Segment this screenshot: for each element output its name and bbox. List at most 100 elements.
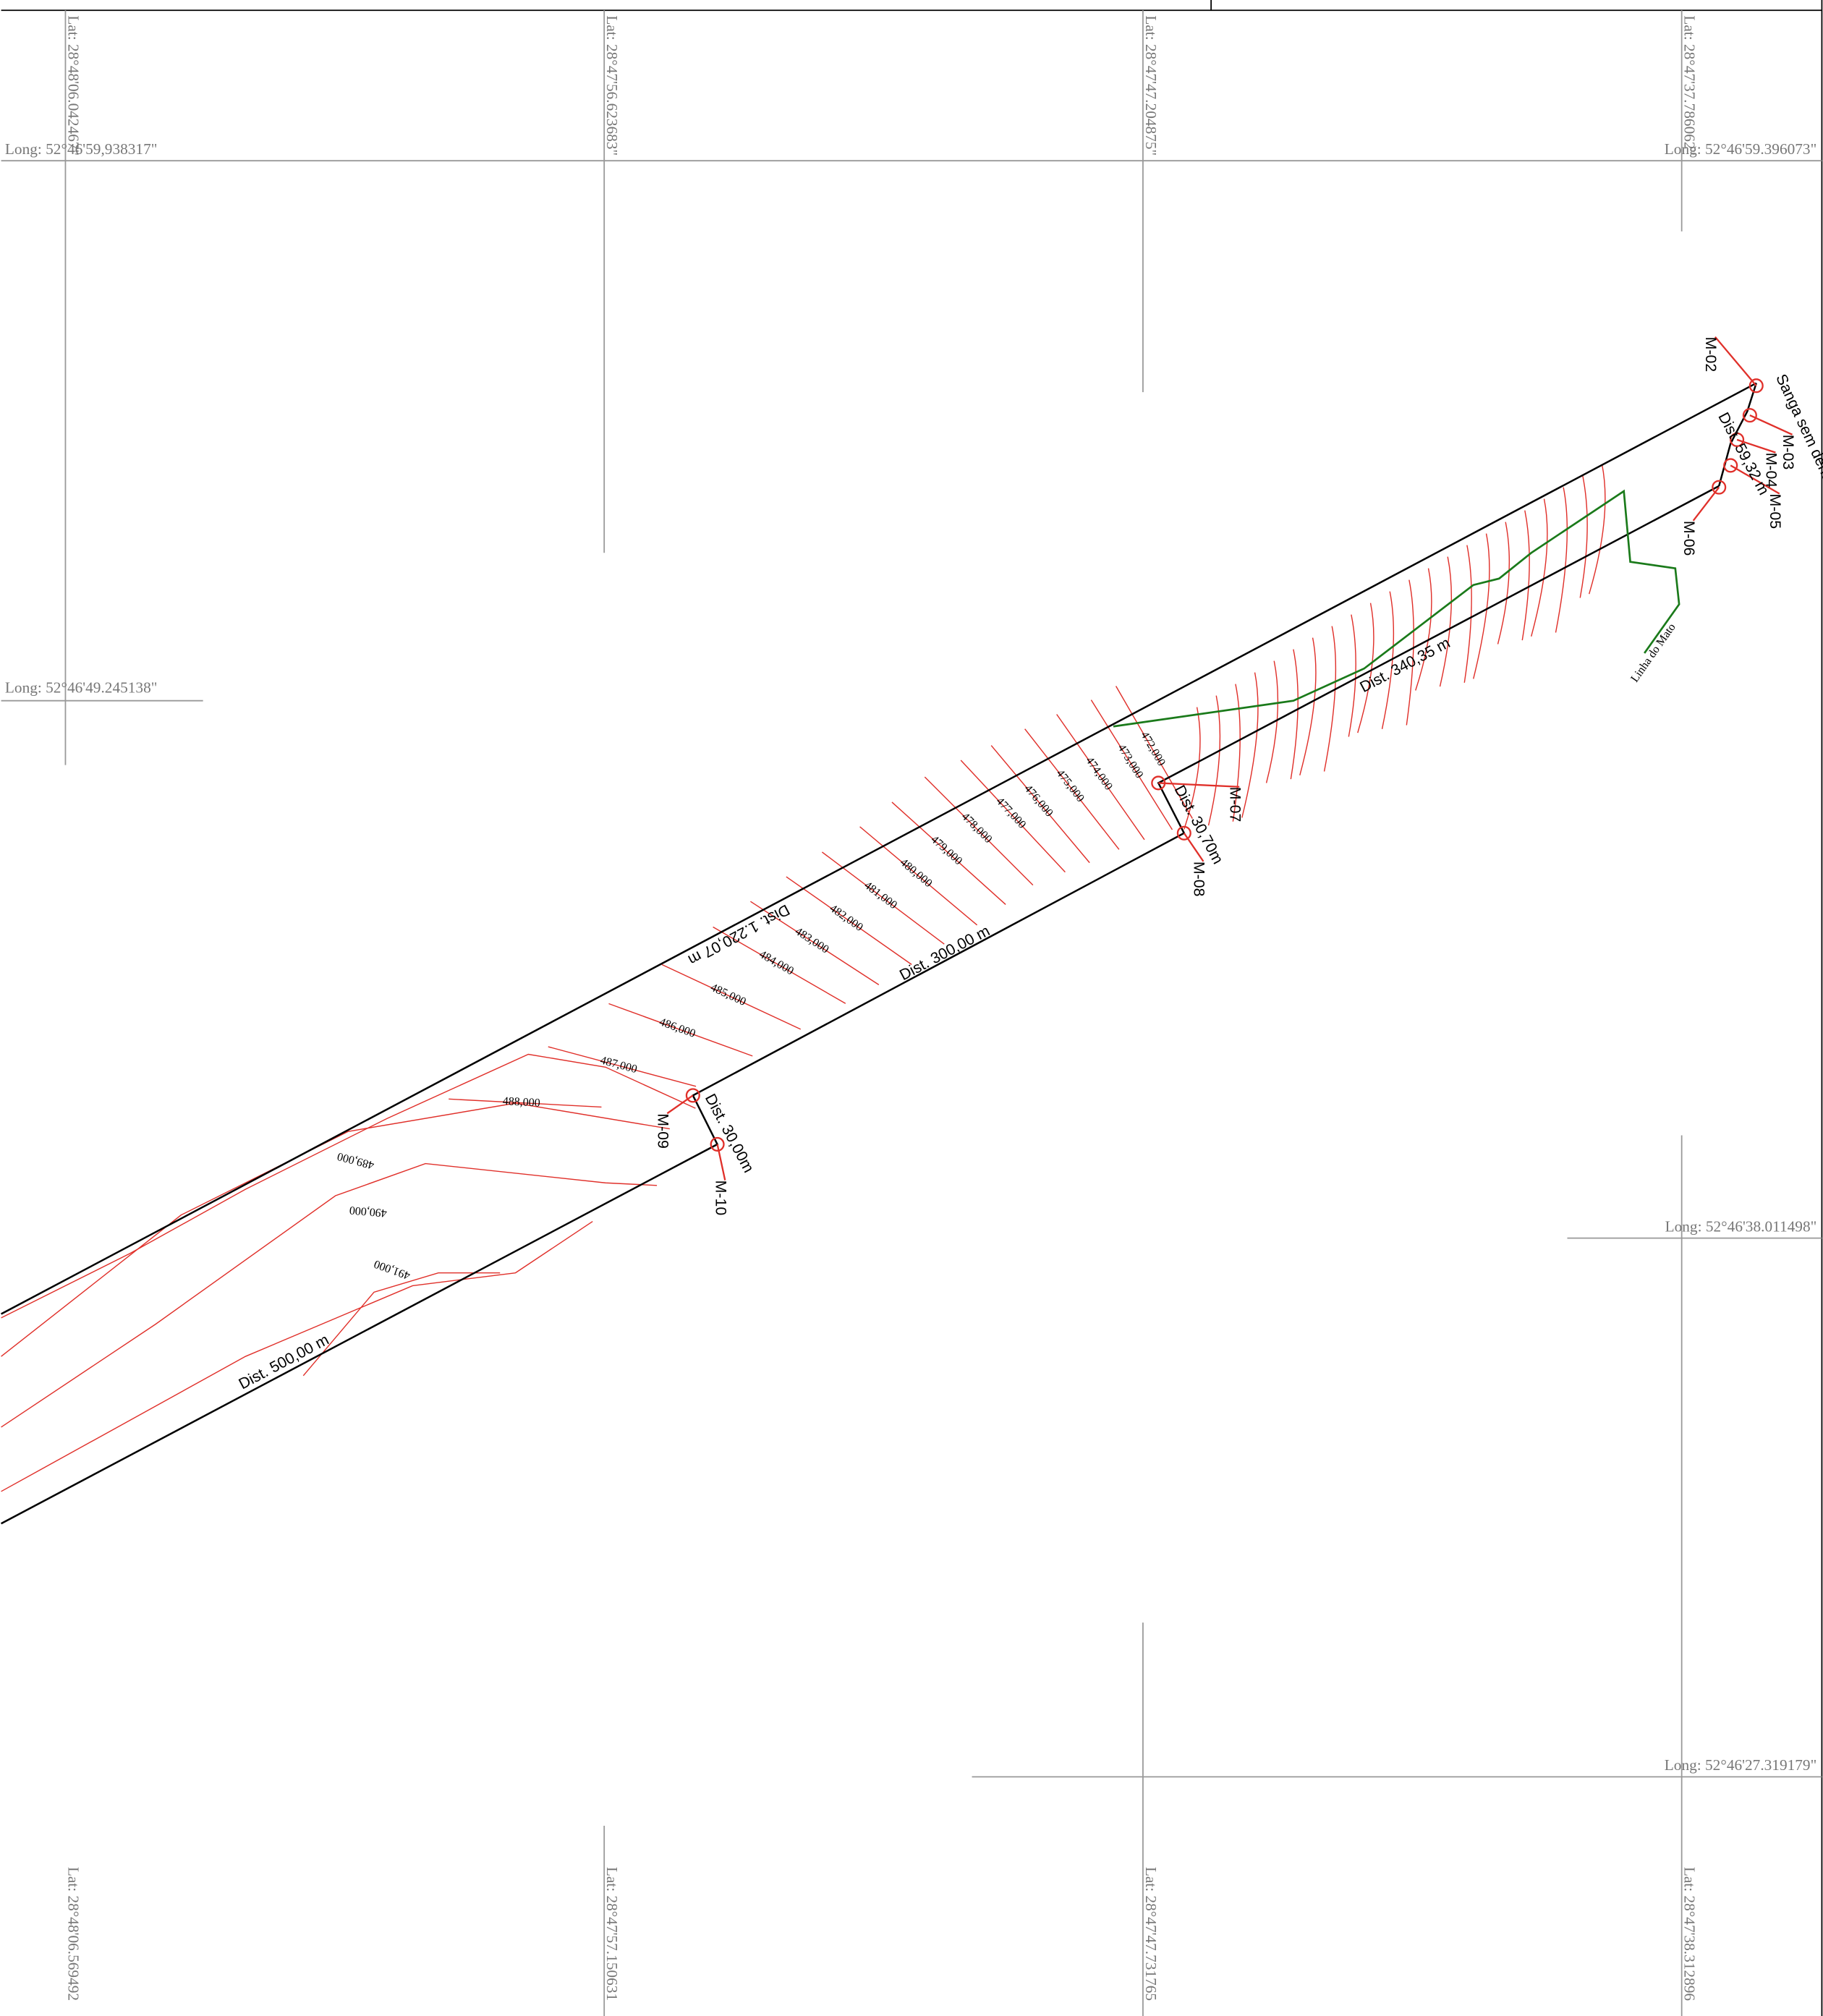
- contour-label: 489,000: [336, 1149, 375, 1171]
- longitude-label: Long: 52°46'27.319179": [1665, 1756, 1817, 1774]
- distance-label: Dist. 30,00m: [702, 1091, 757, 1175]
- contour-line: [1463, 545, 1472, 683]
- contour-line: [1184, 707, 1201, 830]
- contour-line: [1415, 568, 1432, 691]
- grid-lines: [1, 10, 1822, 2016]
- contour-label: 478,000: [959, 810, 995, 846]
- marker-point: [1176, 825, 1191, 841]
- contour-line: [1090, 699, 1173, 830]
- contour-line: [713, 926, 846, 1004]
- contour-line: [449, 1098, 602, 1108]
- contour-label: 485,000: [708, 982, 747, 1008]
- contour-line: [1406, 579, 1414, 726]
- distance-label: Dist. 340,35 m: [1357, 634, 1453, 696]
- stream-label: Linha do Mato: [1628, 621, 1678, 685]
- marker-label: M-05: [1767, 494, 1784, 529]
- contour-label: 473,000: [1115, 742, 1145, 781]
- longitude-label: Long: 52°46'38.011498": [1665, 1217, 1817, 1235]
- longitude-label: Long: 52°46'59,938317": [5, 140, 158, 158]
- latitude-label: Lat: 28°48'06.042467": [64, 15, 82, 156]
- latitude-label: Lat: 28°47'47.731765: [1142, 1867, 1160, 2001]
- marker-label: M-09: [655, 1113, 672, 1149]
- contour-line: [1207, 695, 1221, 826]
- contour-label: 490,000: [349, 1204, 387, 1219]
- marker-points: [666, 336, 1793, 1181]
- contour-line: [960, 760, 1066, 873]
- latitude-label: Lat: 28°48'06.569492: [64, 1867, 82, 2001]
- contour-line: [1115, 686, 1193, 820]
- marker-point: [1742, 408, 1757, 423]
- contour-line: [1299, 637, 1317, 775]
- contour-line: [1056, 714, 1145, 841]
- marker-leader: [1736, 438, 1776, 454]
- contour-label: 477,000: [993, 795, 1028, 831]
- contour-line: [1323, 626, 1337, 772]
- contour-line: [859, 826, 978, 926]
- contour-label: 491,000: [373, 1257, 412, 1282]
- marker-point: [1712, 480, 1727, 495]
- contour-line: [1232, 684, 1241, 822]
- marker-label: M-03: [1780, 435, 1797, 470]
- marker-leader: [1749, 414, 1793, 435]
- contour-line: [1348, 614, 1356, 737]
- contour-label: 482,000: [828, 902, 865, 934]
- marker-leader: [1158, 782, 1240, 788]
- contour-line: [661, 964, 802, 1030]
- contour-label: 481,000: [862, 879, 899, 911]
- contour-label: 486,000: [658, 1016, 697, 1040]
- contour-line: [786, 876, 912, 965]
- distance-label: Dist. 300,00 m: [897, 922, 993, 984]
- contour-line: [548, 1046, 697, 1087]
- marker-label: M-10: [713, 1181, 730, 1216]
- contour-line: [1589, 464, 1606, 595]
- marker-label: M-07: [1227, 787, 1244, 822]
- contour-line: [1555, 487, 1568, 633]
- contour-line: [608, 1003, 753, 1057]
- labels: Lat: 28°48'06.042467" Lat: 28°48'06.56949…: [5, 15, 1823, 2001]
- contour-line: [1579, 475, 1588, 598]
- marker-label: M-06: [1680, 521, 1698, 556]
- marker-point: [1723, 458, 1738, 473]
- contour-line: [1290, 649, 1299, 780]
- contour-line: [990, 745, 1090, 864]
- contour-label: 484,000: [757, 948, 795, 978]
- marker-point: [710, 1136, 725, 1152]
- latitude-label: Lat: 28°47'56.623683": [603, 15, 621, 156]
- contour-label: 480,000: [898, 856, 935, 890]
- marker-leader: [716, 1144, 726, 1181]
- marker-point: [1730, 432, 1745, 447]
- contour-line: [1439, 556, 1453, 687]
- contour-label: 483,000: [793, 925, 831, 956]
- contour-line: [1241, 672, 1259, 818]
- contour-label: 474,000: [1083, 754, 1115, 792]
- contour-line: [1521, 510, 1530, 641]
- marker-point: [685, 1088, 700, 1103]
- contour-label: 488,000: [502, 1095, 540, 1110]
- contour-line: [1024, 728, 1120, 850]
- marker-leader: [1692, 486, 1720, 522]
- contour-label: 479,000: [928, 833, 964, 867]
- contour-line: [1381, 591, 1395, 729]
- contour-line: [1497, 522, 1510, 645]
- marker-leader: [1730, 464, 1780, 495]
- contour-line: [1531, 498, 1548, 637]
- longitude-label: Long: 52°46'59.396073": [1665, 140, 1817, 158]
- contour-label: 476,000: [1021, 783, 1055, 820]
- corridor: [1, 382, 1757, 1525]
- latitude-label: Lat: 28°47'57.150631: [603, 1867, 621, 2001]
- marker-label: M-08: [1191, 862, 1208, 897]
- contour-label: 472,000: [1138, 729, 1168, 767]
- contour-line: [750, 901, 880, 985]
- contour-lines: [1, 464, 1606, 1492]
- marker-leader: [666, 1094, 694, 1115]
- latitude-label: Lat: 28°47'47.204875": [1142, 15, 1160, 156]
- marker-label: M-02: [1702, 337, 1720, 373]
- contour-line: [1265, 660, 1279, 783]
- marker-leader: [1183, 833, 1204, 862]
- contour-line: [891, 801, 1006, 905]
- contour-label: 487,000: [599, 1054, 639, 1076]
- contour-line: [1473, 533, 1490, 679]
- longitude-label: Long: 52°46'49.245138": [5, 679, 158, 697]
